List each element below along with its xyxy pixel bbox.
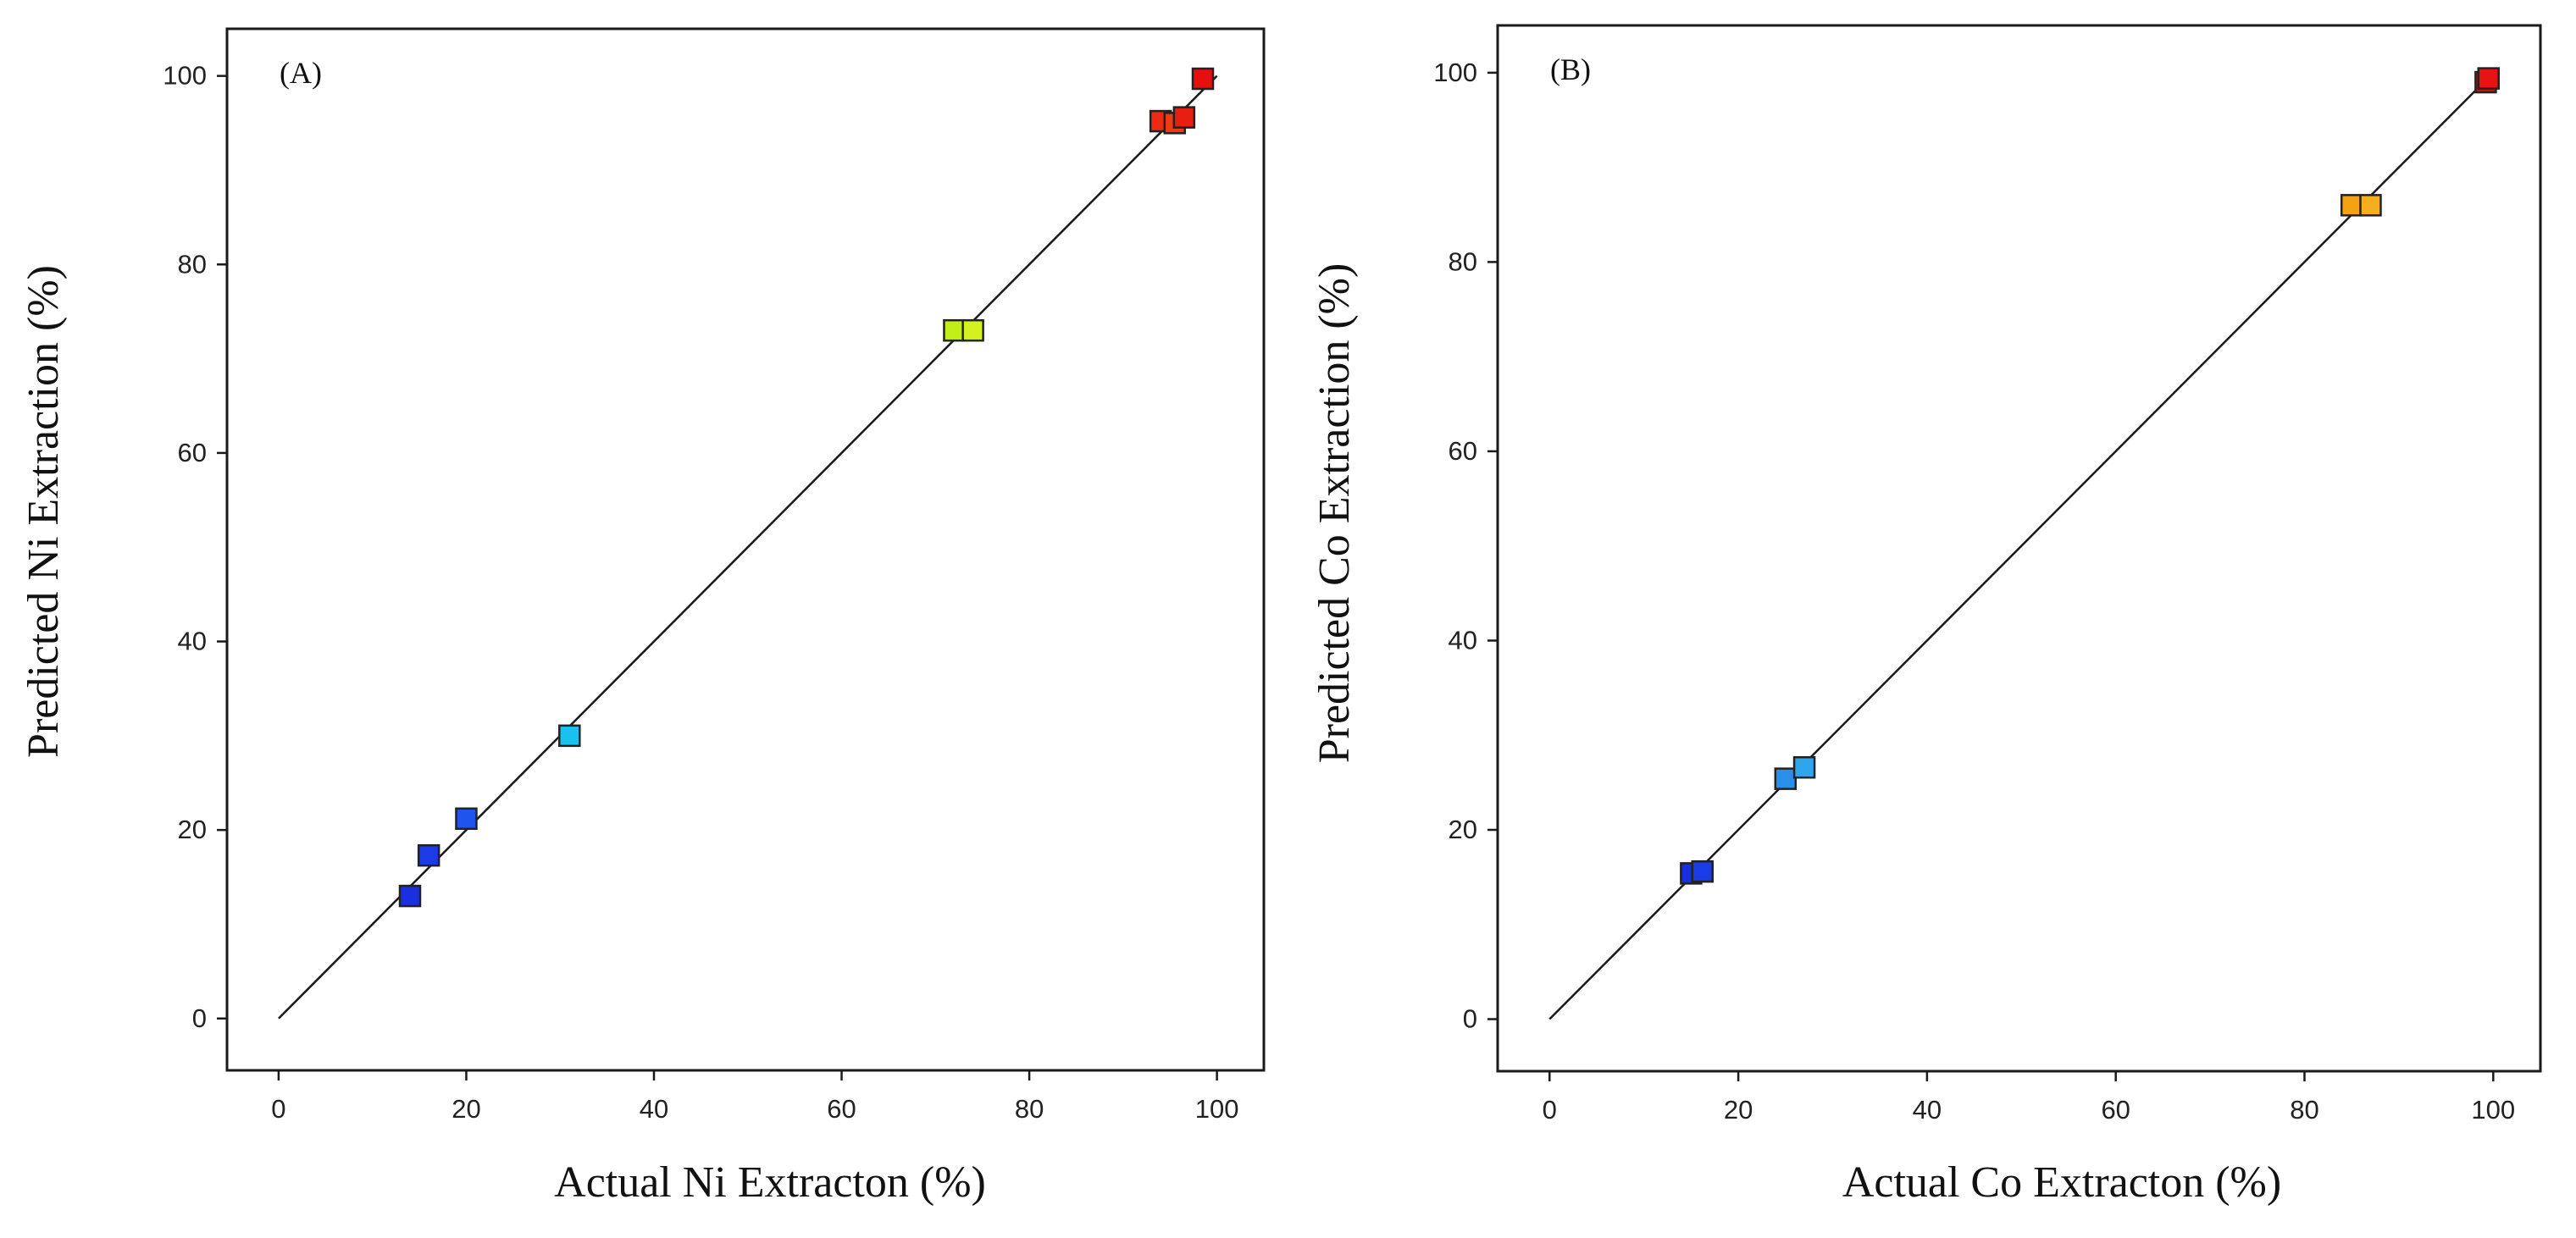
x-axis-title: Actual Ni Extracton (%) — [554, 1158, 986, 1207]
data-point — [558, 724, 581, 748]
x-tick-label: 40 — [1913, 1095, 1942, 1125]
y-tick-label: 0 — [192, 1003, 207, 1033]
y-tick-label: 0 — [1463, 1004, 1477, 1034]
y-tick-label: 60 — [1449, 436, 1477, 466]
y-axis-title: Predicted Ni Extraction (%) — [19, 265, 68, 758]
x-tick-label: 100 — [2471, 1095, 2515, 1125]
data-point — [1792, 755, 1816, 779]
panel-a-ni-extraction: 0 20 40 60 80 100 0 20 40 60 80 100 (A) Actual Ni Ext… — [19, 27, 1266, 1207]
x-tick-label: 20 — [451, 1094, 480, 1124]
x-tick-label: 0 — [1543, 1095, 1557, 1125]
x-axis-title: Actual Co Extracton (%) — [1842, 1158, 2281, 1207]
data-point — [1691, 859, 1714, 883]
data-point — [943, 318, 966, 342]
data-point — [417, 843, 440, 867]
x-tick-label: 0 — [271, 1094, 285, 1124]
y-tick-label: 80 — [1449, 246, 1477, 276]
y-tick-label: 20 — [178, 815, 207, 844]
panel-label: (B) — [1550, 53, 1591, 86]
y-axis-title: Predicted Co Extraction (%) — [1310, 263, 1359, 764]
x-tick-label: 40 — [640, 1094, 668, 1124]
data-point — [398, 884, 422, 908]
x-tick-label: 60 — [2101, 1095, 2130, 1125]
x-tick-label: 80 — [1015, 1094, 1044, 1124]
y-tick-label: 40 — [1449, 625, 1477, 655]
data-point — [961, 318, 984, 342]
y-tick-label: 100 — [163, 61, 207, 91]
y-tick-label: 40 — [178, 627, 207, 656]
y-tick-label: 100 — [1433, 58, 1477, 87]
x-tick-label: 20 — [1724, 1095, 1753, 1125]
x-tick-label: 80 — [2290, 1095, 2318, 1125]
panel-label: (A) — [280, 56, 322, 90]
data-point — [2340, 194, 2363, 217]
panel-b-co-extraction: 0 20 40 60 80 100 0 20 40 60 80 100 (B) Actual Co Ext… — [1310, 24, 2542, 1207]
data-point — [1172, 106, 1196, 129]
data-point — [455, 807, 478, 831]
data-point — [2359, 194, 2382, 217]
data-point — [2477, 67, 2500, 90]
y-tick-label: 20 — [1449, 815, 1477, 844]
data-point — [1191, 67, 1215, 91]
x-tick-label: 100 — [1195, 1094, 1239, 1124]
y-tick-label: 80 — [178, 249, 207, 279]
x-tick-label: 60 — [827, 1094, 856, 1124]
data-point — [1774, 767, 1798, 790]
y-tick-label: 60 — [178, 438, 207, 467]
